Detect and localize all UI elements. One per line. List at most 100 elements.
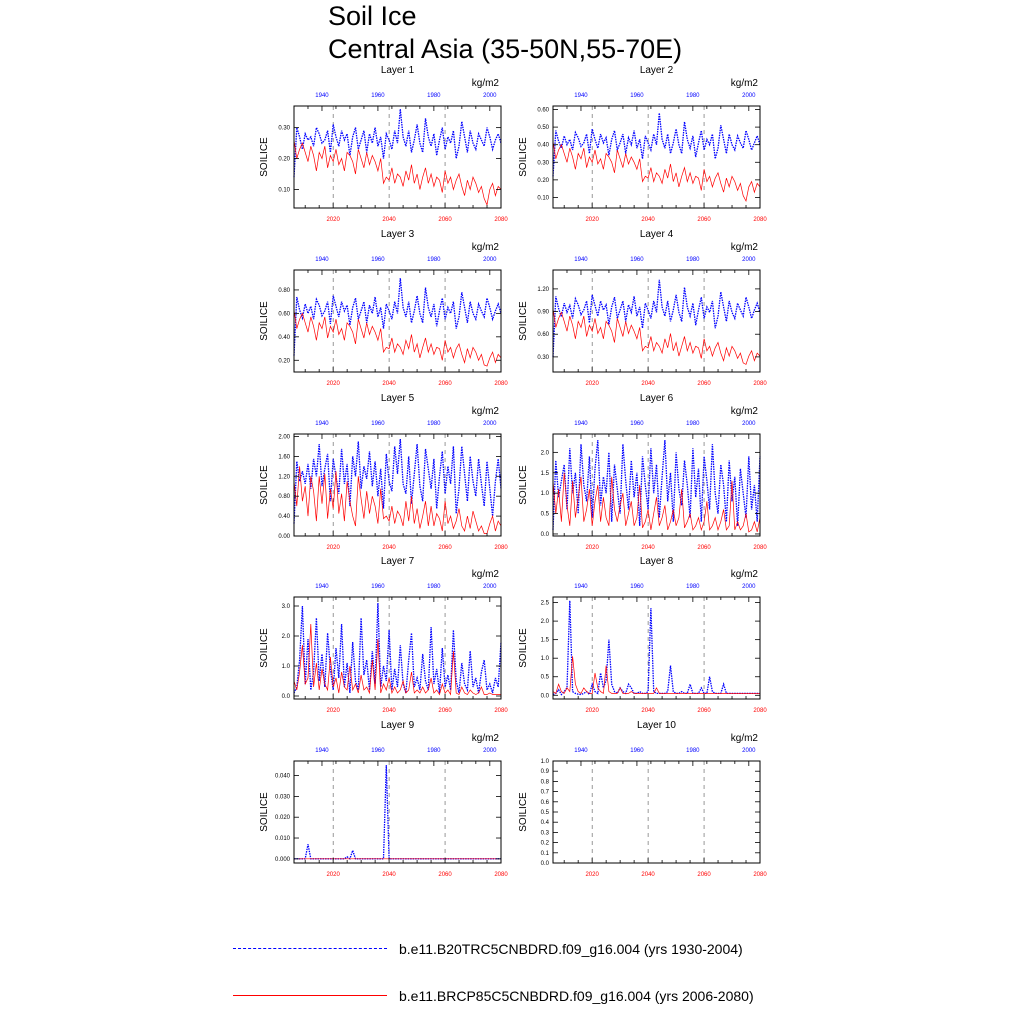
panel-8-xtick-label-top-2000: 2000 [742, 584, 756, 590]
panel-7-ytick-label-1.0: 1.0 [282, 664, 291, 670]
panel-5-ytick-label-0.80: 0.80 [278, 494, 290, 500]
panel-1-xtick-label-top-2000: 2000 [483, 93, 497, 99]
panel-1-xtick-label-top-1960: 1960 [371, 93, 385, 99]
panel-8-xtick-label-bottom-2080: 2080 [753, 708, 767, 714]
panel-9-xtick-label-bottom-2080: 2080 [494, 872, 508, 878]
panel-9-xtick-label-top-1940: 1940 [315, 748, 329, 754]
panel-10-ytick-label-0.6: 0.6 [541, 800, 550, 806]
panel-5-xtick-label-top-1960: 1960 [371, 421, 385, 427]
panel-7-ytick-label-0.0: 0.0 [282, 694, 291, 700]
panel-4-xtick-label-bottom-2060: 2060 [697, 381, 711, 387]
panel-8-xtick-label-bottom-2060: 2060 [697, 708, 711, 714]
panel-10-xtick-label-top-1980: 1980 [686, 748, 700, 754]
legend-item-historical: b.e11.B20TRC5CNBDRD.f09_g16.004 (yrs 193… [233, 939, 793, 959]
panel-2-xtick-label-bottom-2020: 2020 [585, 217, 599, 223]
panel-9-title: Layer 9 [381, 720, 415, 731]
panel-4-xtick-label-bottom-2020: 2020 [585, 381, 599, 387]
panel-5-xtick-label-bottom-2060: 2060 [438, 545, 452, 551]
panel-10-units-label: kg/m2 [731, 733, 759, 744]
panel-9-xtick-label-bottom-2040: 2040 [382, 872, 396, 878]
chart-panels: Layer 1 kg/m2 SOILICE 0.10 0.20 0.30 2020 2040 2… [259, 65, 767, 878]
panel-6-series-rcp85-line [552, 472, 761, 533]
panel-3-xtick-label-bottom-2060: 2060 [438, 381, 452, 387]
panel-7-ytick-label-2.0: 2.0 [282, 634, 291, 640]
panel-2-ytick-label-0.60: 0.60 [537, 108, 549, 114]
panel-6-ytick-label-0.0: 0.0 [541, 532, 550, 538]
panel-5-xtick-label-top-1940: 1940 [315, 421, 329, 427]
panel-6-xtick-label-top-2000: 2000 [742, 421, 756, 427]
panel-8-ytick-label-2.0: 2.0 [541, 619, 550, 625]
panel-3-xtick-label-top-1980: 1980 [427, 257, 441, 263]
panel-2-ytick-label-0.20: 0.20 [537, 178, 549, 184]
panel-6-xtick-label-top-1960: 1960 [630, 421, 644, 427]
panel-3-plot-frame [293, 269, 502, 373]
panel-6-xtick-label-bottom-2060: 2060 [697, 545, 711, 551]
panel-8-series-historical-line [552, 600, 760, 696]
panel-9-ylabel: SOILICE [259, 792, 270, 832]
panel-7-xtick-label-bottom-2020: 2020 [326, 708, 340, 714]
panel-8-xtick-label-top-1960: 1960 [630, 584, 644, 590]
panel-5-xtick-label-bottom-2020: 2020 [326, 545, 340, 551]
panel-2-ytick-label-0.10: 0.10 [537, 195, 549, 201]
panel-4-xtick-label-bottom-2040: 2040 [641, 381, 655, 387]
panel-3-xtick-label-bottom-2080: 2080 [494, 381, 508, 387]
legend-swatch-dashed-blue [233, 948, 387, 949]
panel-1-xtick-label-bottom-2080: 2080 [494, 217, 508, 223]
chart-title-line-2: Central Asia (35-50N,55-70E) [328, 34, 683, 64]
panel-10-plot-frame [552, 760, 761, 864]
panel-5-xtick-label-bottom-2040: 2040 [382, 545, 396, 551]
panel-3-ytick-label-0.40: 0.40 [278, 335, 290, 341]
panel-2-ylabel: SOILICE [518, 137, 529, 177]
panel-2-ytick-label-0.30: 0.30 [537, 160, 549, 166]
panel-4-xtick-label-top-1960: 1960 [630, 257, 644, 263]
panel-7-xtick-label-bottom-2060: 2060 [438, 708, 452, 714]
panel-6-xtick-label-top-1980: 1980 [686, 421, 700, 427]
panel-6-ylabel: SOILICE [518, 465, 529, 505]
legend-swatch-solid-red [233, 995, 387, 996]
panel-8-xtick-label-bottom-2040: 2040 [641, 708, 655, 714]
panel-10-ytick-label-0.0: 0.0 [541, 861, 550, 867]
panel-1-units-label: kg/m2 [472, 78, 500, 89]
panel-9-xtick-label-top-1960: 1960 [371, 748, 385, 754]
panel-7-xtick-label-top-1980: 1980 [427, 584, 441, 590]
panel-2-units-label: kg/m2 [731, 78, 759, 89]
panel-10-ytick-label-0.3: 0.3 [541, 830, 550, 836]
panel-8-ytick-label-1.0: 1.0 [541, 656, 550, 662]
panel-5-title: Layer 5 [381, 393, 415, 404]
panel-8-title: Layer 8 [640, 556, 674, 567]
panel-9-series-historical-line [294, 765, 501, 860]
panel-5-ytick-label-1.60: 1.60 [278, 454, 290, 460]
panel-10-ytick-label-0.5: 0.5 [541, 810, 550, 816]
legend-item-rcp85: b.e11.BRCP85C5CNBDRD.f09_g16.004 (yrs 20… [233, 986, 793, 1006]
panel-2-title: Layer 2 [640, 65, 674, 76]
panel-7-xtick-label-bottom-2080: 2080 [494, 708, 508, 714]
panel-9-plot-frame [293, 760, 502, 864]
panel-7-title: Layer 7 [381, 556, 415, 567]
panel-3-ytick-label-0.80: 0.80 [278, 288, 290, 294]
panel-6-ytick-label-1.5: 1.5 [541, 471, 550, 477]
panel-7-ylabel: SOILICE [259, 628, 270, 668]
panel-10-ytick-label-0.2: 0.2 [541, 841, 550, 847]
panel-2-xtick-label-top-2000: 2000 [742, 93, 756, 99]
panel-8-xtick-label-top-1940: 1940 [574, 584, 588, 590]
panel-9-xtick-label-bottom-2060: 2060 [438, 872, 452, 878]
panel-4-series-rcp85-line [552, 308, 761, 365]
panel-2-xtick-label-top-1960: 1960 [630, 93, 644, 99]
panel-3-units-label: kg/m2 [472, 242, 500, 253]
panel-7-units-label: kg/m2 [472, 569, 500, 580]
panel-1-ytick-label-0.10: 0.10 [278, 187, 290, 193]
panel-2-xtick-label-top-1980: 1980 [686, 93, 700, 99]
panel-4-ylabel: SOILICE [518, 301, 529, 341]
panel-1-xtick-label-bottom-2020: 2020 [326, 217, 340, 223]
panel-6-xtick-label-bottom-2040: 2040 [641, 545, 655, 551]
panel-3-xtick-label-top-1940: 1940 [315, 257, 329, 263]
panel-8-ytick-label-1.5: 1.5 [541, 638, 550, 644]
panel-3-xtick-label-bottom-2020: 2020 [326, 381, 340, 387]
panel-5-plot-frame [293, 433, 502, 537]
panel-3-xtick-label-bottom-2040: 2040 [382, 381, 396, 387]
panel-2-xtick-label-bottom-2080: 2080 [753, 217, 767, 223]
panel-4-xtick-label-bottom-2080: 2080 [753, 381, 767, 387]
panel-5-ytick-label-0.40: 0.40 [278, 514, 290, 520]
panel-6-ytick-label-1.0: 1.0 [541, 491, 550, 497]
panel-1-xtick-label-top-1940: 1940 [315, 93, 329, 99]
